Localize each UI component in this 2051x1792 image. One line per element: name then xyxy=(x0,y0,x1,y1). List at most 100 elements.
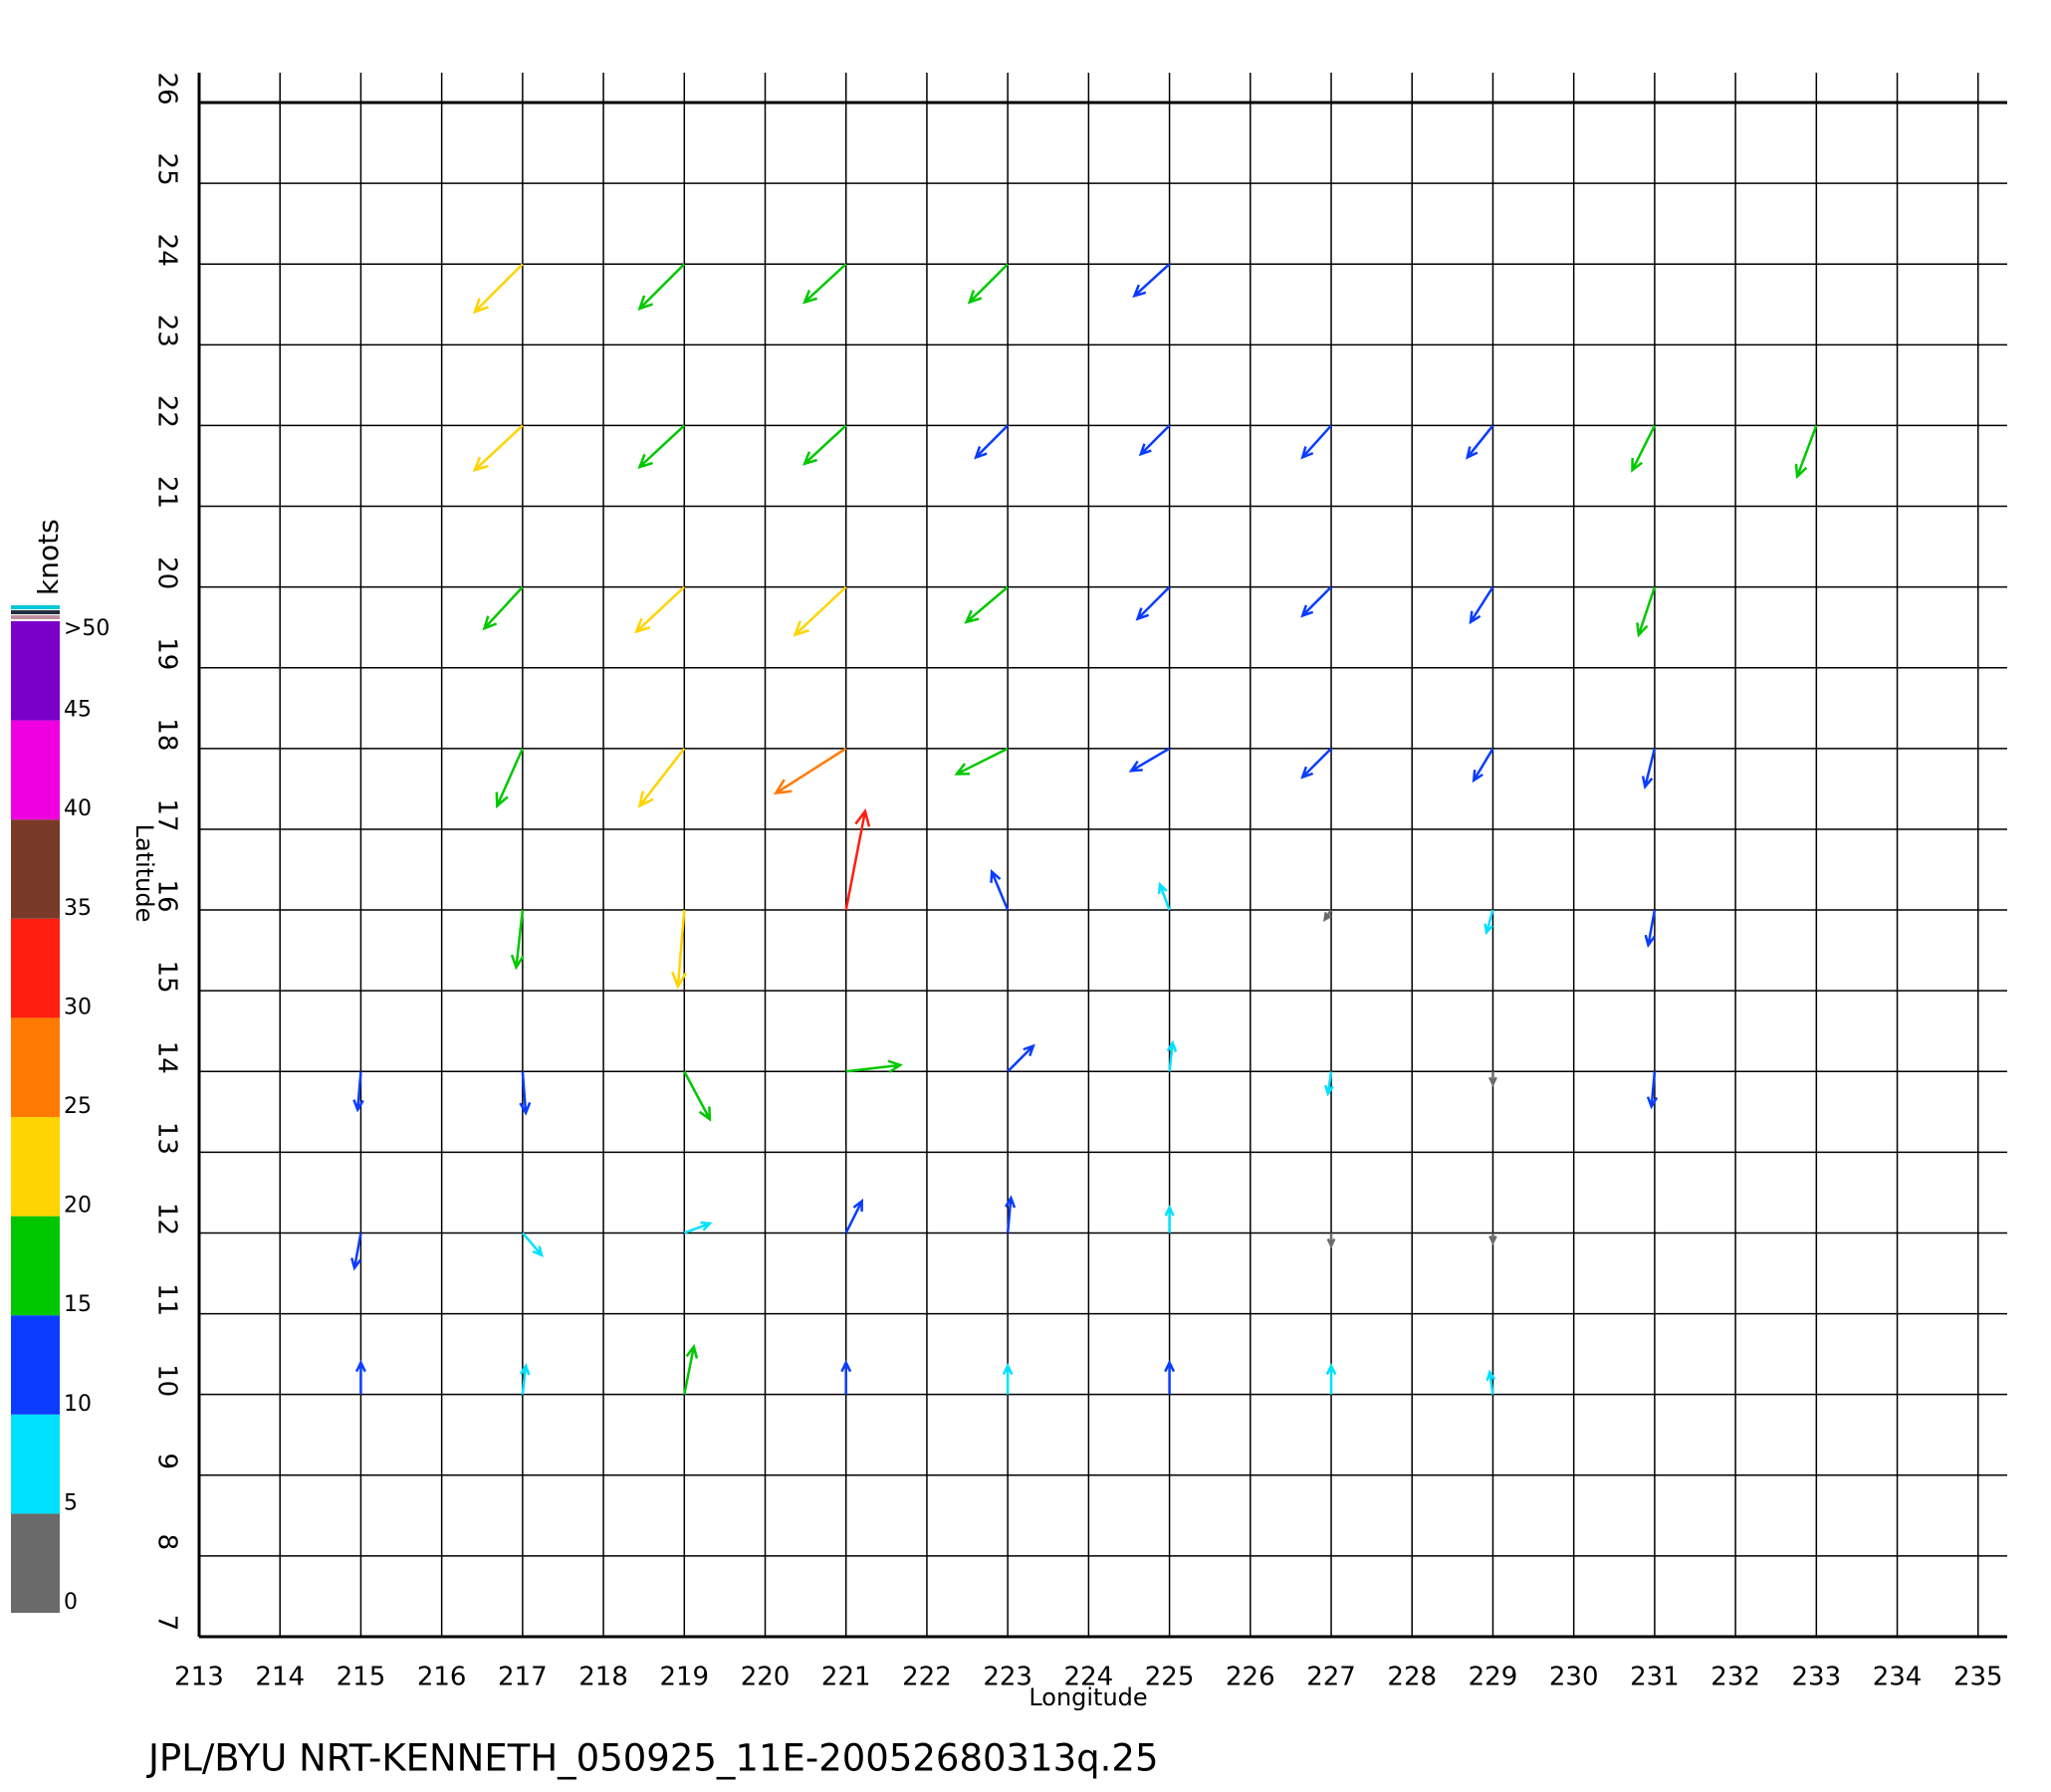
colorbar-segment xyxy=(11,1117,60,1217)
x-tick-label: 223 xyxy=(983,1663,1032,1692)
wind-vector xyxy=(1323,1071,1334,1097)
wind-vector xyxy=(845,1059,903,1073)
wind-vector xyxy=(482,585,524,631)
wind-vector xyxy=(1641,748,1657,790)
wind-vector xyxy=(350,1232,362,1271)
colorbar-tick-label: 45 xyxy=(64,698,92,723)
x-tick-label: 218 xyxy=(578,1663,628,1692)
x-tick-label: 213 xyxy=(174,1663,224,1692)
wind-vector xyxy=(1002,1363,1014,1395)
wind-vector xyxy=(510,909,525,971)
wind-vector xyxy=(634,585,686,634)
y-tick-label: 12 xyxy=(152,1203,182,1235)
colorbar-cap xyxy=(11,610,60,614)
wind-vector xyxy=(1157,881,1171,911)
wind-vector xyxy=(637,263,686,312)
y-tick-label: 8 xyxy=(152,1534,182,1551)
x-tick-label: 232 xyxy=(1710,1663,1760,1692)
colorbar-tick-label: 25 xyxy=(64,1094,92,1119)
wind-vector xyxy=(1135,585,1171,621)
x-tick-label: 228 xyxy=(1387,1663,1437,1692)
wind-vector xyxy=(1166,1039,1178,1072)
wind-vector xyxy=(974,424,1010,460)
x-tick-label: 227 xyxy=(1306,1663,1356,1692)
wind-vector xyxy=(683,1070,712,1122)
x-tick-label: 226 xyxy=(1226,1663,1275,1692)
wind-vector xyxy=(1631,424,1657,473)
wind-vector xyxy=(1164,1359,1176,1395)
y-tick-label: 7 xyxy=(152,1615,182,1632)
wind-vector xyxy=(683,1221,713,1234)
wind-vector xyxy=(840,1359,852,1395)
wind-vector xyxy=(1472,748,1494,784)
chart-title: JPL/BYU NRT-KENNETH_050925_11E-200526803… xyxy=(146,1737,1158,1780)
colorbar-segment xyxy=(11,621,60,721)
x-tick-label: 221 xyxy=(821,1663,871,1692)
x-tick-label: 222 xyxy=(902,1663,952,1692)
wind-vector xyxy=(1469,585,1494,625)
wind-vector xyxy=(1323,909,1333,923)
y-tick-label: 22 xyxy=(152,395,182,428)
colorbar-tick-label: 40 xyxy=(64,796,92,821)
wind-vector xyxy=(844,1198,864,1234)
x-tick-label: 224 xyxy=(1064,1663,1114,1692)
y-tick-label: 10 xyxy=(152,1364,182,1397)
wind-vector xyxy=(519,1363,531,1395)
y-tick-label: 25 xyxy=(152,153,182,186)
colorbar-label: knots xyxy=(32,519,65,595)
wind-vector xyxy=(352,1071,364,1113)
wind-vector xyxy=(1326,1232,1336,1249)
y-tick-label: 16 xyxy=(152,880,182,913)
wind-vector xyxy=(844,808,871,911)
y-tick-label: 26 xyxy=(152,72,182,105)
wind-vector xyxy=(967,263,1010,305)
wind-vector xyxy=(1488,1232,1497,1245)
y-tick-label: 13 xyxy=(152,1122,182,1155)
x-tick-label: 234 xyxy=(1873,1663,1923,1692)
wind-vector xyxy=(1488,1071,1497,1087)
wind-vector xyxy=(1636,586,1657,638)
colorbar-segment xyxy=(11,1315,60,1415)
wind-vector xyxy=(1132,263,1171,299)
x-tick-label: 217 xyxy=(498,1663,548,1692)
x-tick-label: 231 xyxy=(1630,1663,1680,1692)
y-tick-label: 11 xyxy=(152,1283,182,1316)
colorbar-cap xyxy=(11,615,60,619)
colorbar-tick-label: 10 xyxy=(64,1392,92,1417)
colorbar-tick-label: 15 xyxy=(64,1292,92,1317)
wind-vector xyxy=(1466,424,1494,460)
y-axis-label: Latitude xyxy=(130,824,158,923)
wind-vector xyxy=(1300,424,1332,460)
wind-vector xyxy=(1004,1195,1017,1233)
y-tick-label: 15 xyxy=(152,961,182,994)
wind-vector xyxy=(1325,1363,1337,1395)
wind-vector xyxy=(671,909,687,990)
y-tick-label: 19 xyxy=(152,637,182,670)
x-tick-label: 214 xyxy=(255,1663,305,1692)
colorbar-tick-label: 5 xyxy=(64,1490,78,1515)
colorbar-segment xyxy=(11,918,60,1018)
wind-vector xyxy=(954,747,1009,776)
wind-vector xyxy=(1483,909,1494,936)
x-tick-label: 220 xyxy=(741,1663,791,1692)
wind-vector xyxy=(1646,1071,1659,1110)
wind-vector xyxy=(472,263,524,315)
wind-vector xyxy=(521,1232,544,1258)
colorbar-tick-label: 30 xyxy=(64,995,92,1019)
colorbar-segment xyxy=(11,1017,60,1117)
wind-vector xyxy=(802,263,847,305)
x-tick-label: 229 xyxy=(1469,1663,1518,1692)
x-axis-label: Longitude xyxy=(1028,1683,1147,1711)
colorbar-cap xyxy=(11,605,60,609)
wind-vector xyxy=(773,747,847,795)
wind-vector xyxy=(472,424,524,473)
wind-vector xyxy=(1128,747,1171,773)
colorbar-segment xyxy=(11,720,60,820)
wind-vector xyxy=(802,424,847,466)
x-tick-label: 225 xyxy=(1145,1663,1195,1692)
colorbar-tick-label: 0 xyxy=(64,1590,78,1615)
colorbar-segment xyxy=(11,1414,60,1514)
wind-vector xyxy=(637,748,686,808)
y-tick-label: 23 xyxy=(152,315,182,347)
